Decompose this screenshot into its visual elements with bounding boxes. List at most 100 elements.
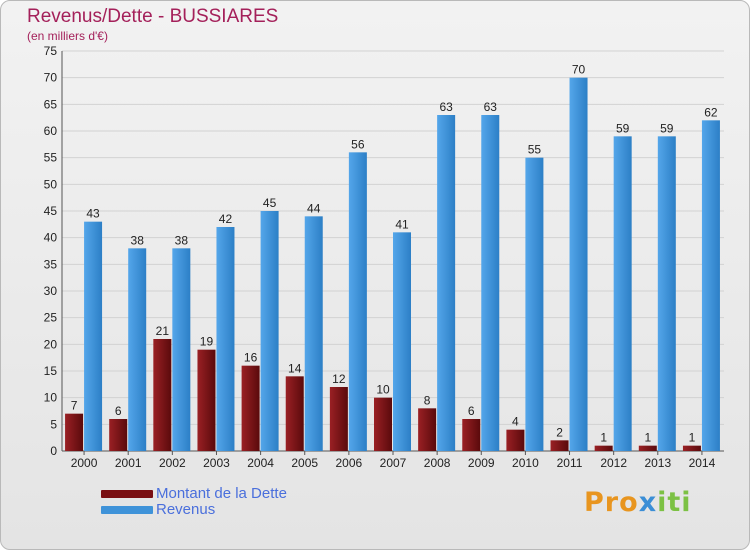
x-tick-label: 2012 (600, 456, 627, 470)
y-tick-label: 40 (44, 231, 58, 245)
x-tick-label: 2001 (115, 456, 142, 470)
bar-revenue (481, 115, 500, 451)
y-tick-label: 20 (44, 337, 58, 351)
bar-debt (109, 419, 128, 451)
data-label: 43 (86, 207, 100, 221)
x-tick-label: 2010 (512, 456, 539, 470)
bar-revenue (393, 232, 411, 451)
data-label: 55 (528, 143, 542, 157)
y-tick-label: 60 (44, 124, 58, 138)
y-tick-label: 25 (44, 311, 58, 325)
y-tick-label: 0 (50, 444, 57, 458)
bar-debt (374, 397, 392, 451)
bar-revenue (613, 136, 632, 452)
bar-debt (285, 376, 304, 451)
bar-revenue (701, 120, 720, 451)
bar-revenue (172, 248, 191, 451)
data-label: 19 (200, 335, 214, 349)
bar-revenue (437, 115, 456, 451)
data-label: 1 (600, 431, 607, 445)
x-tick-label: 2002 (159, 456, 186, 470)
bar-debt (418, 408, 437, 451)
y-tick-label: 70 (44, 71, 58, 85)
x-tick-label: 2008 (424, 456, 451, 470)
data-label: 62 (704, 105, 718, 119)
data-label: 6 (468, 404, 475, 418)
x-tick-label: 2003 (203, 456, 230, 470)
x-tick-label: 2007 (380, 456, 407, 470)
x-tick-label: 2006 (336, 456, 363, 470)
y-tick-label: 55 (44, 151, 58, 165)
data-label: 10 (376, 383, 390, 397)
bar-revenue (216, 227, 235, 451)
y-tick-label: 35 (44, 257, 58, 271)
data-label: 44 (307, 201, 321, 215)
bar-revenue (84, 221, 103, 451)
legend-label-debt: Montant de la Dette (156, 485, 287, 502)
data-label: 63 (484, 100, 498, 114)
bar-debt (329, 387, 348, 451)
x-tick-label: 2014 (689, 456, 716, 470)
bar-revenue (304, 216, 323, 451)
x-tick-label: 2009 (468, 456, 495, 470)
data-label: 14 (288, 361, 302, 375)
bar-debt (241, 365, 260, 451)
bar-revenue (260, 211, 279, 451)
y-tick-label: 30 (44, 284, 58, 298)
bar-debt (638, 445, 657, 451)
bar-debt (197, 349, 216, 451)
data-label: 41 (395, 217, 409, 231)
y-tick-label: 15 (44, 364, 58, 378)
data-labels: 7436382138194216451444125610418636634552… (71, 63, 718, 445)
bar-debt (153, 339, 172, 451)
x-tick-label: 2013 (644, 456, 671, 470)
legend-label-revenue: Revenus (156, 501, 216, 518)
data-label: 63 (439, 100, 453, 114)
proxiti-logo: Proxiti (584, 487, 692, 518)
bar-revenue (569, 77, 588, 452)
data-label: 42 (219, 212, 233, 226)
x-tick-label: 2005 (291, 456, 318, 470)
x-tick-label: 2004 (247, 456, 274, 470)
bar-debt (506, 429, 525, 451)
bar-revenue (657, 136, 676, 452)
bar-debt (594, 445, 613, 451)
data-label: 1 (689, 431, 696, 445)
y-tick-label: 45 (44, 204, 58, 218)
y-axis-ticks: 0 5 10 15 20 25 30 35 40 45 50 55 60 65 70 75 (44, 44, 58, 458)
legend-swatch-revenue (101, 506, 153, 514)
data-label: 2 (556, 425, 563, 439)
y-tick-label: 5 (50, 417, 57, 431)
data-label: 7 (71, 399, 78, 413)
data-label: 59 (660, 121, 674, 135)
bar-revenue (128, 248, 147, 451)
data-label: 4 (512, 415, 519, 429)
bar-revenue (525, 157, 544, 451)
bar-revenue (348, 152, 367, 452)
bar-debt (682, 445, 701, 451)
x-tick-label: 2011 (557, 456, 583, 470)
data-label: 21 (156, 324, 170, 338)
chart-title: Revenus/Dette - BUSSIARES (27, 6, 279, 27)
data-label: 56 (351, 137, 365, 151)
y-tick-label: 75 (44, 44, 58, 58)
data-label: 6 (115, 404, 122, 418)
legend-swatch-debt (101, 490, 153, 498)
bar-debt (65, 413, 84, 451)
x-tick-label: 2000 (71, 456, 98, 470)
bar-debt (462, 419, 481, 451)
data-label: 59 (616, 121, 630, 135)
y-tick-label: 10 (44, 391, 58, 405)
data-label: 45 (263, 196, 277, 210)
y-tick-label: 65 (44, 97, 58, 111)
y-tick-label: 50 (44, 177, 58, 191)
chart-subtitle: (en milliers d'€) (27, 29, 108, 43)
data-label: 16 (244, 351, 258, 365)
bars (65, 77, 720, 452)
data-label: 38 (175, 233, 189, 247)
x-axis-ticks: 2000 2001 2002 2003 2004 2005 2006 2007 2008 2009… (71, 451, 716, 470)
data-label: 1 (644, 431, 651, 445)
data-label: 70 (572, 63, 586, 77)
